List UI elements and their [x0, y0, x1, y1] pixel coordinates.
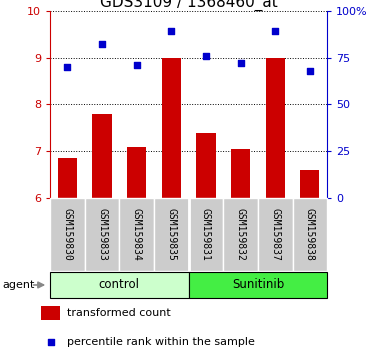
- Text: GSM159837: GSM159837: [270, 208, 280, 261]
- Point: [134, 62, 140, 68]
- Text: GSM159832: GSM159832: [236, 208, 246, 261]
- Bar: [196, 132, 216, 198]
- Bar: [300, 170, 320, 198]
- Point: [47, 339, 54, 345]
- Bar: [162, 57, 181, 198]
- Point: [99, 41, 105, 47]
- Point: [307, 68, 313, 74]
- Point: [64, 64, 70, 70]
- Bar: [85, 198, 119, 271]
- Point: [168, 28, 174, 34]
- Text: percentile rank within the sample: percentile rank within the sample: [67, 337, 255, 347]
- Point: [272, 28, 278, 34]
- Title: GDS3109 / 1368460_at: GDS3109 / 1368460_at: [100, 0, 278, 11]
- Text: GSM159835: GSM159835: [166, 208, 176, 261]
- Bar: [189, 198, 223, 271]
- Bar: [223, 198, 258, 271]
- Text: GSM159831: GSM159831: [201, 208, 211, 261]
- Text: GSM159838: GSM159838: [305, 208, 315, 261]
- Bar: [127, 147, 146, 198]
- Bar: [58, 158, 77, 198]
- Bar: [50, 272, 189, 298]
- Bar: [231, 149, 250, 198]
- Bar: [154, 198, 189, 271]
- Bar: [92, 114, 112, 198]
- Point: [238, 60, 244, 66]
- Bar: [293, 198, 327, 271]
- Text: control: control: [99, 278, 140, 291]
- Text: GSM159830: GSM159830: [62, 208, 72, 261]
- Bar: [258, 198, 293, 271]
- Bar: [266, 57, 285, 198]
- Text: Sunitinib: Sunitinib: [232, 278, 284, 291]
- Bar: [42, 306, 60, 320]
- Text: GSM159833: GSM159833: [97, 208, 107, 261]
- Text: transformed count: transformed count: [67, 308, 171, 318]
- Bar: [189, 272, 327, 298]
- Text: agent: agent: [2, 280, 34, 290]
- Point: [203, 53, 209, 58]
- Bar: [50, 198, 85, 271]
- Bar: [119, 198, 154, 271]
- Text: GSM159834: GSM159834: [132, 208, 142, 261]
